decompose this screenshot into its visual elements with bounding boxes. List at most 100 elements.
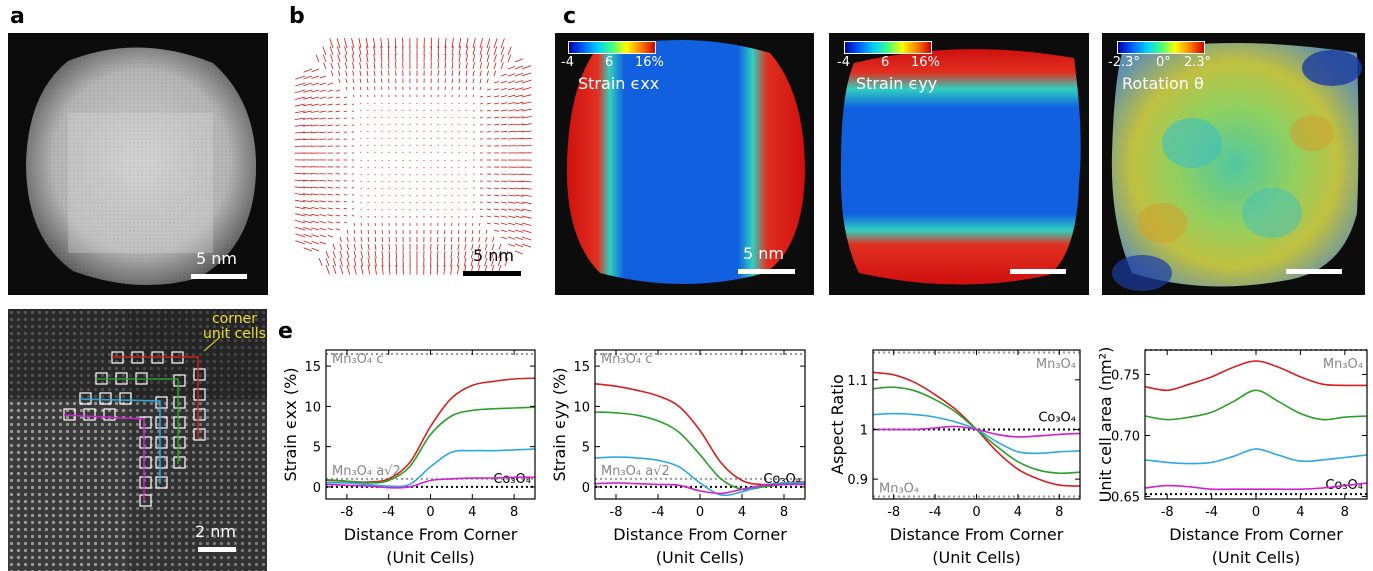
- displacement-vector: [451, 86, 453, 91]
- displacement-vector: [521, 180, 532, 183]
- displacement-vector: [521, 187, 532, 190]
- y-axis-label: Aspect Ratio: [828, 374, 847, 475]
- displacement-vector: [353, 250, 357, 259]
- displacement-vector: [319, 180, 327, 182]
- strain-xx-map: -4 6 16% Strain ϵxx 5 nm: [555, 33, 814, 295]
- displacement-vector: [493, 102, 500, 105]
- displacement-vector: [507, 130, 516, 133]
- displacement-vector: [374, 264, 377, 275]
- displacement-vector: [303, 247, 313, 252]
- y-axis-label: Unit cell area (nm²): [1096, 347, 1115, 503]
- displacement-vector: [367, 250, 370, 259]
- colorbar-yy-tick-min: -4: [837, 55, 850, 70]
- reference-label: Mn₃O₄ a√2: [332, 464, 401, 479]
- displacement-vector: [493, 208, 500, 211]
- displacement-vector: [493, 222, 500, 225]
- displacement-vector: [514, 194, 524, 197]
- y-tick-label: 0: [582, 481, 590, 496]
- displacement-vector: [430, 250, 432, 259]
- displacement-vector: [486, 187, 492, 189]
- displacement-vector: [303, 220, 313, 224]
- x-tick-label: 4: [1014, 505, 1022, 520]
- displacement-vector: [360, 94, 362, 98]
- displacement-vector: [436, 250, 439, 259]
- displacement-vector: [332, 243, 336, 251]
- displacement-vector: [507, 138, 516, 140]
- displacement-vector: [329, 46, 334, 56]
- displacement-vector: [479, 86, 482, 91]
- displacement-vector: [327, 200, 334, 203]
- unit-cell-box: [139, 476, 152, 489]
- displacement-vector: [514, 222, 524, 226]
- displacement-vector: [507, 123, 516, 126]
- displacement-vector: [335, 131, 341, 133]
- displacement-vector: [507, 222, 516, 226]
- displacement-vector: [450, 236, 453, 243]
- displacement-vector: [507, 173, 516, 175]
- displacement-vector: [311, 89, 320, 93]
- displacement-vector: [472, 70, 475, 77]
- displacement-vector: [470, 257, 474, 267]
- displacement-vector: [319, 124, 327, 127]
- displacement-vector: [521, 108, 532, 112]
- series-line: [1144, 389, 1368, 421]
- reference-label: Mn₃O₄: [879, 482, 919, 497]
- displacement-vector: [443, 243, 446, 251]
- displacement-vector: [443, 264, 446, 275]
- displacement-map-panel: 5 nm: [290, 33, 550, 295]
- displacement-vector: [493, 201, 500, 204]
- displacement-vector: [311, 82, 320, 86]
- displacement-vector: [500, 80, 508, 84]
- displacement-vector: [485, 229, 488, 234]
- colorbar-rot-tick-min: -2.3°: [1108, 55, 1140, 70]
- displacement-vector: [294, 117, 306, 120]
- displacement-vector: [514, 80, 524, 84]
- displacement-vector: [444, 236, 446, 243]
- displacement-vector: [319, 82, 327, 86]
- displacement-vector: [303, 103, 313, 107]
- displacement-vector: [351, 103, 355, 105]
- displacement-vector: [479, 95, 483, 98]
- unit-cell-box: [79, 392, 92, 405]
- displacement-vector: [486, 102, 491, 105]
- x-axis-label-sub: (Unit Cells): [1212, 548, 1300, 567]
- panel-label-c: c: [563, 4, 577, 29]
- displacement-vector: [507, 236, 516, 240]
- displacement-vector: [451, 54, 454, 63]
- unit-cell-box: [99, 392, 112, 405]
- displacement-vector: [311, 173, 320, 175]
- displacement-vector: [374, 222, 376, 226]
- displacement-vector: [450, 250, 453, 259]
- displacement-vector: [458, 46, 461, 56]
- displacement-vector: [507, 94, 516, 98]
- colorbar-rot-tick-mid: 0°: [1156, 55, 1171, 70]
- displacement-vector: [294, 220, 306, 224]
- displacement-vector: [500, 123, 508, 126]
- displacement-vector: [294, 110, 306, 114]
- displacement-vector: [521, 194, 532, 197]
- displacement-vector: [339, 236, 342, 243]
- displacement-vector: [493, 131, 500, 133]
- displacement-vector: [479, 117, 483, 119]
- displacement-vector: [493, 95, 500, 98]
- displacement-vector: [395, 54, 397, 63]
- x-tick-label: 4: [738, 505, 746, 520]
- displacement-vector: [458, 78, 461, 84]
- x-tick-label: -4: [382, 505, 395, 520]
- displacement-vector: [493, 46, 498, 56]
- corner-annotation-line1: corner: [211, 311, 257, 327]
- displacement-vector: [335, 193, 341, 196]
- displacement-vector: [374, 236, 377, 243]
- displacement-vector: [464, 243, 467, 251]
- displacement-vector: [507, 229, 516, 233]
- displacement-vector: [303, 82, 313, 87]
- displacement-vector: [319, 227, 327, 231]
- x-axis-label: Distance From Corner: [890, 525, 1064, 544]
- displacement-vector: [514, 243, 524, 248]
- displacement-vector: [465, 54, 468, 63]
- displacement-vector: [311, 138, 320, 140]
- displacement-vector: [450, 264, 453, 275]
- displacement-vector: [294, 138, 306, 141]
- displacement-vector: [500, 95, 508, 98]
- displacement-vector: [351, 54, 355, 63]
